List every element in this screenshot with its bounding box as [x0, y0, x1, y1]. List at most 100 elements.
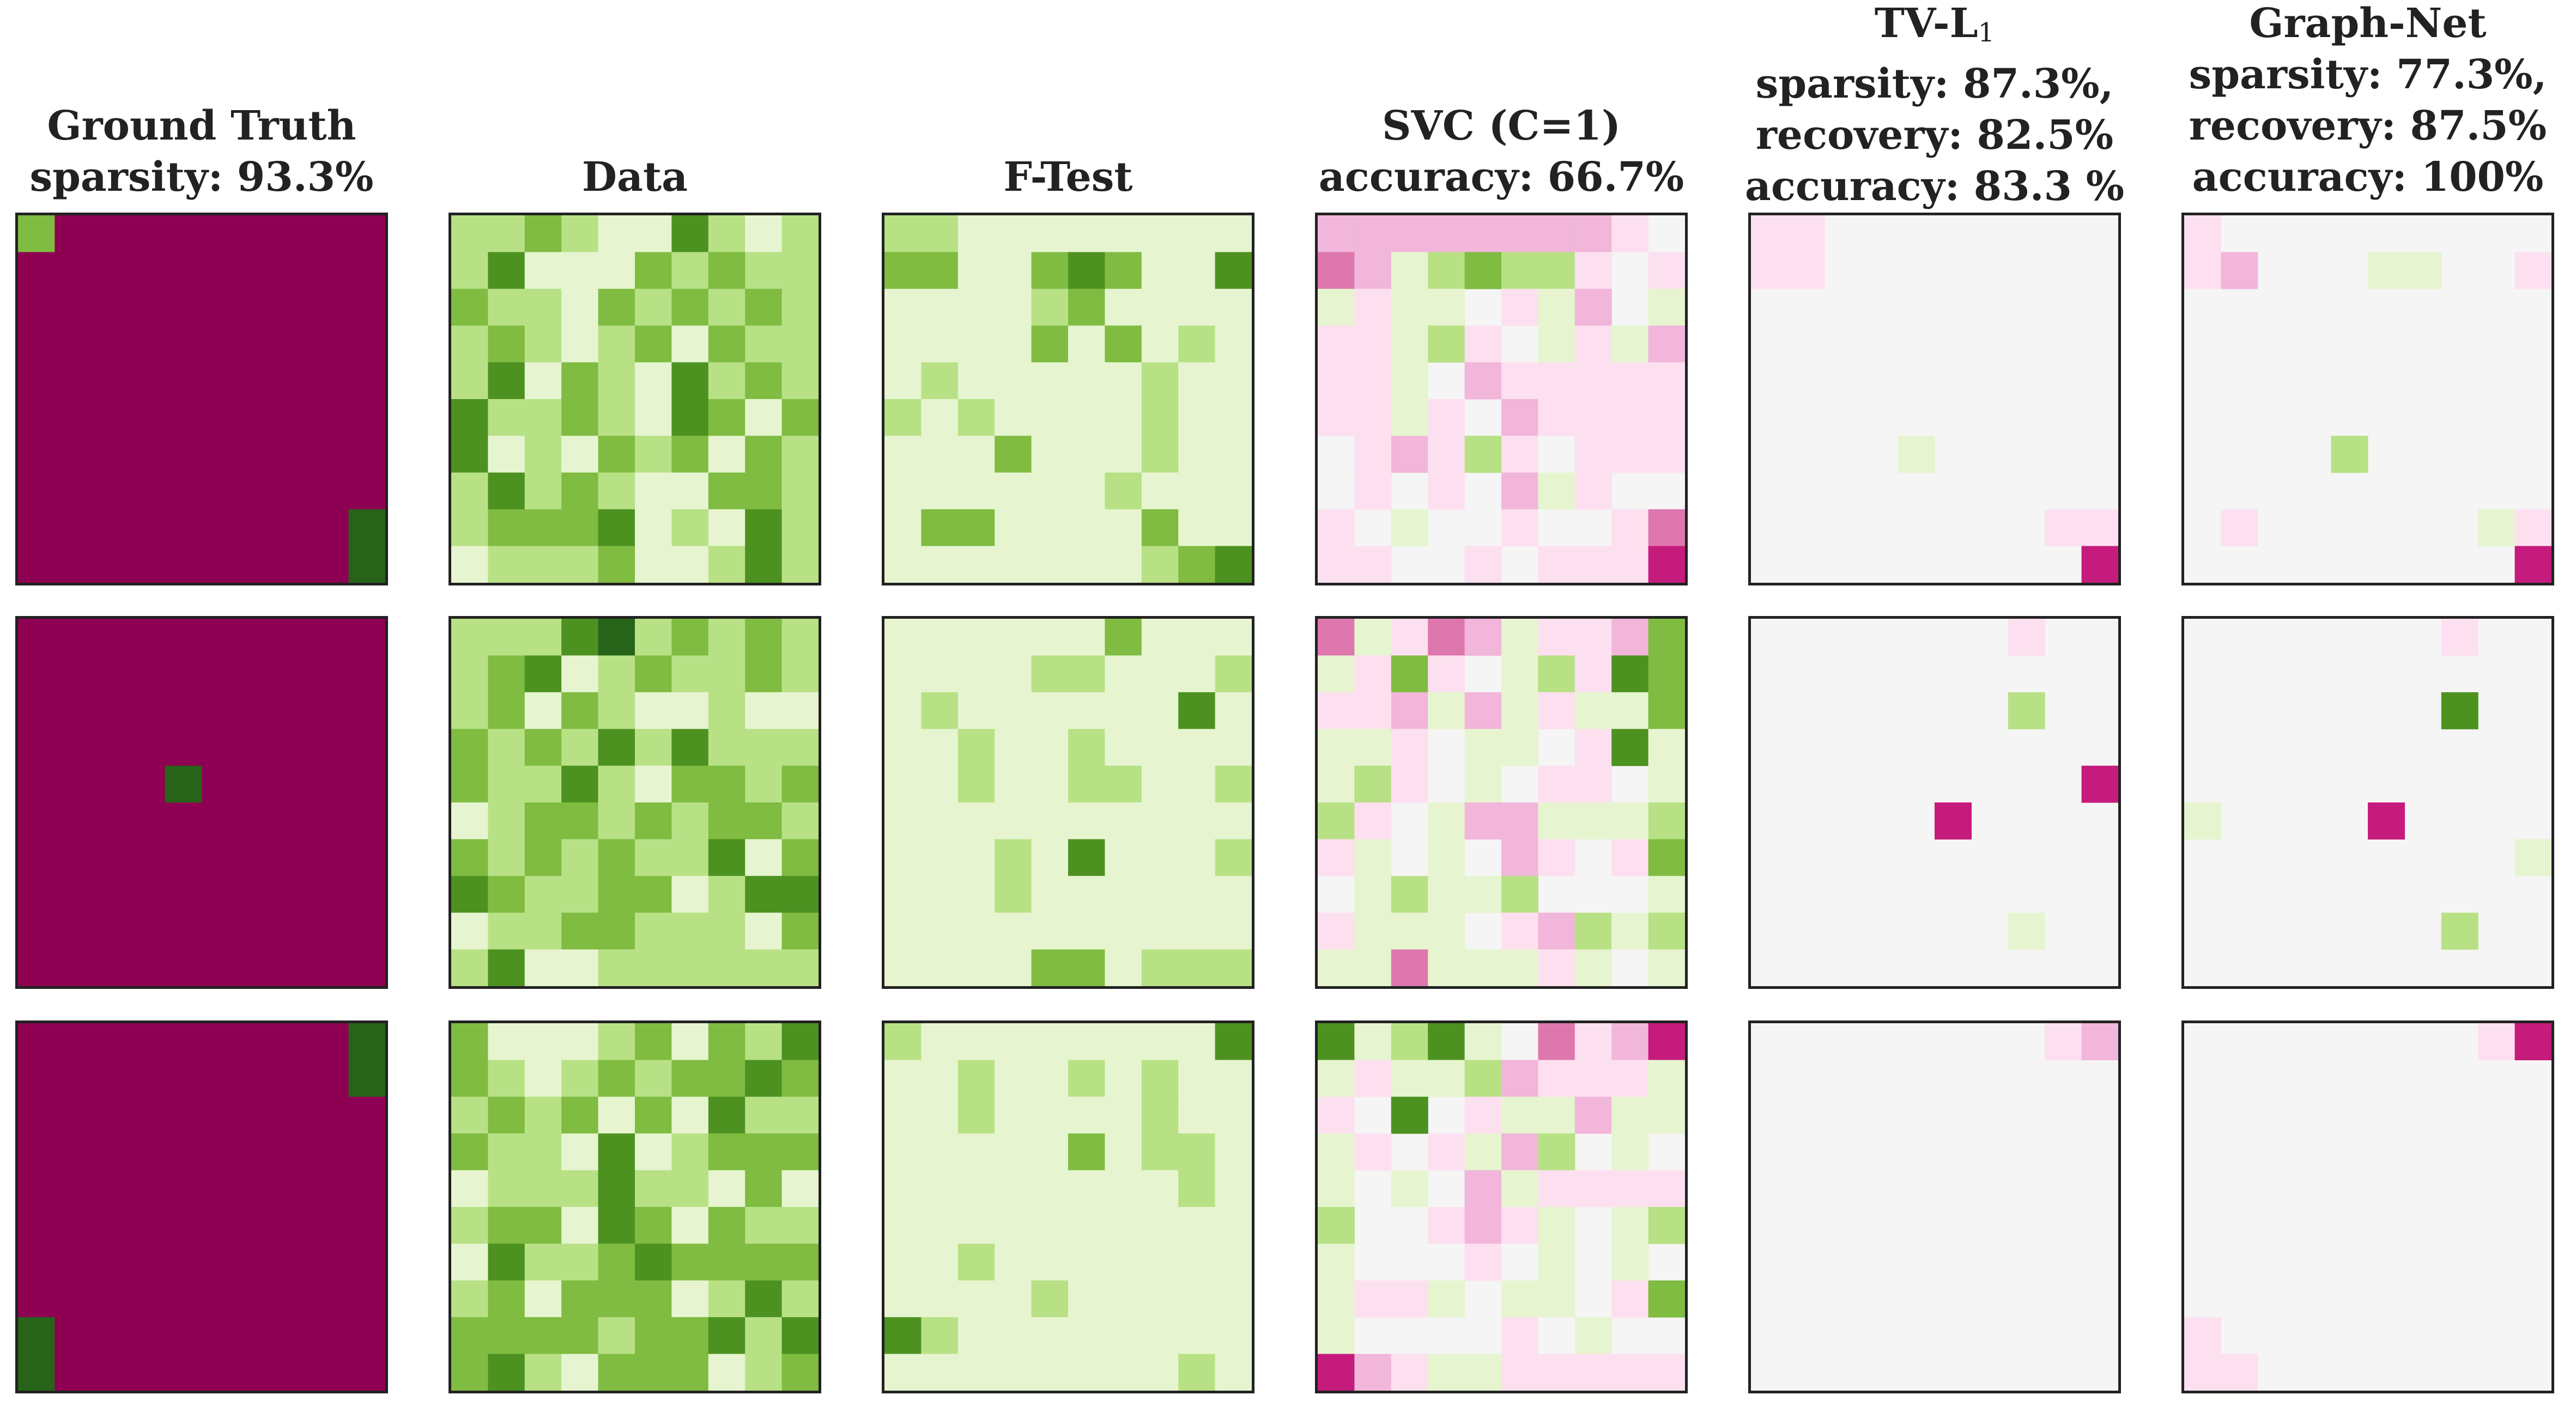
heatmap-cell: [1141, 362, 1179, 400]
heatmap-cell: [1354, 215, 1392, 252]
heatmap-cell: [1787, 252, 1825, 289]
column-heading: TV-L1: [1722, 0, 2147, 58]
heatmap-cell: [1648, 875, 1685, 913]
heatmap-cell: [1318, 1317, 1355, 1355]
heatmap-cell: [561, 1280, 599, 1318]
heatmap-cell: [1354, 1023, 1392, 1060]
heatmap-cell: [921, 1354, 959, 1391]
heatmap-cell: [312, 949, 349, 986]
heatmap-cell: [2514, 252, 2551, 289]
heatmap-cell: [54, 362, 92, 400]
heatmap-cell: [1031, 765, 1069, 803]
heatmap-cell: [1068, 509, 1105, 547]
heatmap-cell: [957, 1060, 995, 1097]
heatmap-cell: [488, 325, 525, 363]
heatmap-cell: [2184, 1317, 2221, 1355]
heatmap-cell: [995, 1170, 1032, 1207]
heatmap-cell: [524, 252, 562, 289]
heatmap-cell: [1464, 215, 1502, 252]
heatmap-cell: [91, 472, 129, 510]
heatmap-cell: [671, 362, 709, 400]
heatmap-cell: [1501, 252, 1538, 289]
heatmap-cell: [1105, 729, 1142, 766]
heatmap-cell: [202, 399, 239, 436]
heatmap-cell: [781, 1023, 819, 1060]
heatmap-cell: [921, 546, 959, 583]
heatmap-cell: [488, 1170, 525, 1207]
heatmap-cell: [884, 913, 922, 950]
heatmap-cell: [18, 509, 55, 547]
heatmap-cell: [884, 692, 922, 729]
heatmap-cell: [884, 1207, 922, 1244]
heatmap-cell: [1031, 362, 1069, 400]
heatmap-cell: [1105, 1096, 1142, 1134]
heatmap-cell: [1178, 802, 1216, 840]
heatmap-cell: [2184, 252, 2221, 289]
heatmap-cell: [1215, 1243, 1252, 1281]
heatmap-cell: [671, 509, 709, 547]
heatmap-cell: [348, 325, 385, 363]
heatmap-cell: [957, 1317, 995, 1355]
heatmap-cell: [1648, 288, 1685, 326]
heatmap-cell: [1611, 692, 1649, 729]
heatmap-cell: [2478, 1023, 2516, 1060]
heatmap-cell: [1141, 1060, 1179, 1097]
heatmap-cell: [598, 1023, 635, 1060]
heatmap-cell: [995, 1280, 1032, 1318]
heatmap-cell: [957, 839, 995, 877]
heatmap-cell: [128, 325, 166, 363]
heatmap-cell: [781, 1060, 819, 1097]
heatmap-cell: [1574, 1060, 1612, 1097]
heatmap-cell: [202, 913, 239, 950]
heatmap-cell: [884, 1317, 922, 1355]
heatmap-cell: [561, 1170, 599, 1207]
heatmap-cell: [1538, 252, 1575, 289]
heatmap-cell: [18, 619, 55, 656]
heatmap-cell: [1391, 655, 1428, 693]
heatmap-cell: [348, 1023, 385, 1060]
heatmap-cell: [312, 1207, 349, 1244]
heatmap-cell: [708, 325, 745, 363]
heatmap-cell: [128, 1280, 166, 1318]
heatmap-cell: [671, 472, 709, 510]
heatmap-cell: [1215, 252, 1252, 289]
heatmap-cell: [1215, 913, 1252, 950]
heatmap-cell: [598, 436, 635, 473]
heatmap-cell: [275, 436, 312, 473]
heatmap-cell: [524, 472, 562, 510]
heatmap-cell: [1318, 325, 1355, 363]
heatmap-cell: [1178, 1207, 1216, 1244]
heatmap-cell: [91, 252, 129, 289]
heatmap-cell: [1178, 875, 1216, 913]
heatmap-cell: [1031, 215, 1069, 252]
heatmap-cell: [884, 875, 922, 913]
heatmap-cell: [1574, 215, 1612, 252]
heatmap-cell: [1031, 436, 1069, 473]
heatmap-cell: [745, 765, 783, 803]
heatmap-cell: [165, 692, 202, 729]
heatmap-cell: [1141, 1317, 1179, 1355]
heatmap-cell: [1611, 1243, 1649, 1281]
heatmap-cell: [1501, 875, 1538, 913]
heatmap-cell: [1354, 546, 1392, 583]
heatmap-cell: [1391, 619, 1428, 656]
heatmap-cell: [1318, 655, 1355, 693]
heatmap-cell: [1428, 1060, 1465, 1097]
heatmap-cell: [1105, 1060, 1142, 1097]
heatmap-grid: [451, 1023, 819, 1391]
heatmap-cell: [635, 619, 672, 656]
heatmap-cell: [1178, 325, 1216, 363]
heatmap-cell: [1318, 362, 1355, 400]
heatmap-cell: [1501, 288, 1538, 326]
heatmap-cell: [671, 765, 709, 803]
heatmap-cell: [1215, 1207, 1252, 1244]
heatmap-cell: [1611, 1096, 1649, 1134]
heatmap-grid: [1318, 619, 1685, 986]
heatmap-cell: [1178, 1096, 1216, 1134]
heatmap-cell: [1354, 288, 1392, 326]
heatmap-cell: [1354, 252, 1392, 289]
heatmap-cell: [1428, 325, 1465, 363]
heatmap-grid: [451, 619, 819, 986]
heatmap-cell: [312, 1280, 349, 1318]
heatmap-cell: [1031, 875, 1069, 913]
